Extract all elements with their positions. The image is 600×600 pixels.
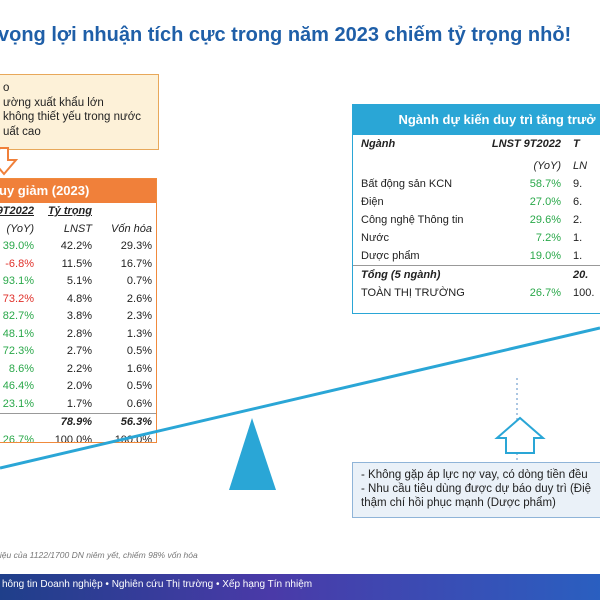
table-subheader: 9T2022 Tỷ trọng — [0, 205, 92, 217]
table-row: Công nghệ Thông tin 29.6% 2. — [361, 214, 583, 226]
table-total-row: 78.9% 56.3% — [0, 413, 156, 432]
table-row: 48.1% 2.8% 1.3% — [2, 327, 152, 340]
table-row: Điện 27.0% 6. — [361, 196, 583, 208]
table-row: Dược phẩm 19.0% 1. — [361, 250, 583, 262]
note-line: - Không gặp áp lực nợ vay, có dòng tiền … — [361, 469, 588, 481]
reason-line: không thiết yếu trong nước — [3, 111, 141, 123]
table-row: 73.2% 4.8% 2.6% — [2, 292, 152, 305]
table-row: 23.1% 1.7% 0.6% — [2, 397, 152, 410]
decline-sector-table: uy giảm (2023) 9T2022 Tỷ trọng (YoY) LNS… — [0, 178, 157, 443]
note-line: thậm chí hồi phục mạnh (Dược phẩm) — [361, 497, 556, 509]
table-row: 8.6% 2.2% 1.6% — [8, 362, 152, 375]
up-arrow-icon — [494, 416, 546, 454]
down-arrow-icon — [0, 147, 19, 176]
table-row: -6.8% 11.5% 16.7% — [5, 257, 152, 270]
table-row: 93.1% 5.1% 0.7% — [2, 275, 152, 287]
table-row: Nước 7.2% 1. — [361, 232, 583, 244]
reason-line: ường xuất khẩu lớn — [3, 96, 104, 109]
decline-reasons-box: o ường xuất khẩu lớn không thiết yếu tro… — [0, 74, 159, 150]
table-subheader: Ngành LNST 9T2022 T — [361, 138, 580, 150]
table-row: 82.7% 3.8% 2.3% — [2, 310, 152, 322]
table-total-row: Tổng (5 ngành) 20. — [353, 265, 600, 284]
footer-bar: hông tin Doanh nghiệp • Nghiên cứu Thị t… — [0, 574, 600, 600]
reason-line: uất cao — [3, 125, 41, 138]
page-title: vọng lợi nhuận tích cực trong năm 2023 c… — [0, 24, 572, 46]
table-market-row: TOÀN THỊ TRƯỜNG 26.7% 100. — [361, 287, 595, 299]
reason-line: o — [3, 82, 10, 94]
note-line: - Nhu cầu tiêu dùng được dự báo duy trì … — [361, 483, 592, 495]
growth-table-header: Ngành dự kiến duy trì tăng trưở — [353, 105, 600, 135]
table-row: Bất động sản KCN 58.7% 9. — [361, 178, 583, 190]
table-subheader-2: (YoY) LN — [533, 160, 588, 172]
decline-table-header: uy giảm (2023) — [0, 179, 156, 203]
table-row: 72.3% 2.7% 0.5% — [2, 345, 152, 357]
growth-sector-table: Ngành dự kiến duy trì tăng trưở Ngành LN… — [352, 104, 600, 314]
table-row: 39.0% 42.2% 29.3% — [2, 240, 152, 252]
table-row: 46.4% 2.0% 0.5% — [2, 380, 152, 392]
footnote: liệu của 1122/1700 DN niêm yết, chiếm 98… — [0, 550, 198, 560]
scale-fulcrum — [229, 418, 276, 490]
table-market-row: 26.7% 100.0% 100.0% — [2, 433, 152, 443]
table-subheader-2: (YoY) LNST Vốn hóa — [6, 222, 152, 235]
growth-reasons-box: - Không gặp áp lực nợ vay, có dòng tiền … — [352, 462, 600, 518]
